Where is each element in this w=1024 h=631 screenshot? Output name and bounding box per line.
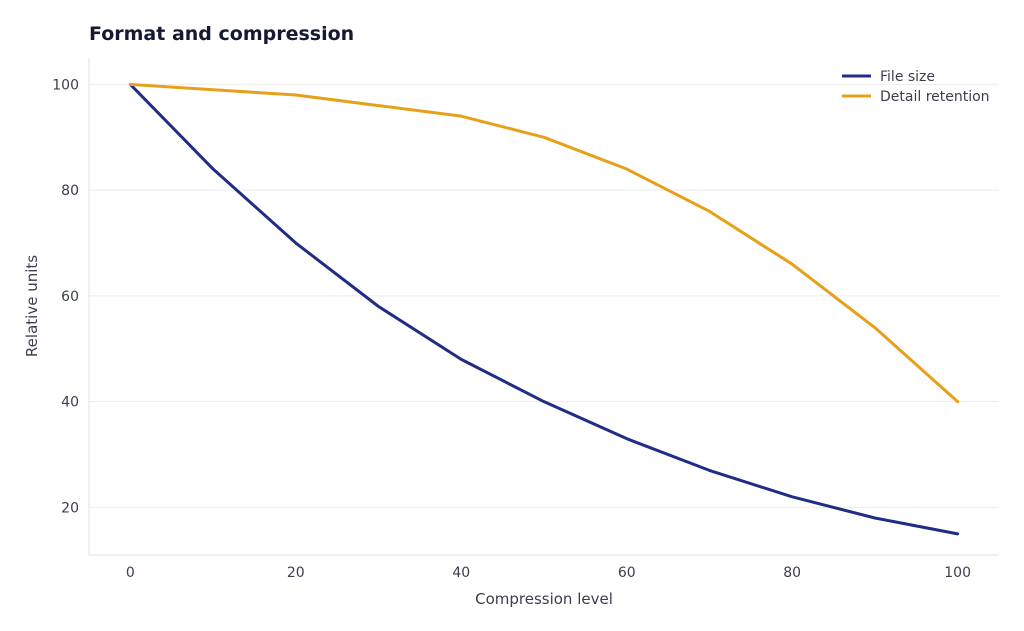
chart-title: Format and compression: [89, 23, 354, 45]
x-tick-label: 60: [618, 565, 636, 581]
series-line-1: [128, 82, 960, 404]
x-tick-label: 0: [126, 565, 135, 581]
series-lines: [128, 82, 960, 536]
y-tick-label: 20: [61, 500, 79, 516]
grid: [89, 83, 999, 508]
y-tick-label: 80: [61, 183, 79, 199]
y-tick-labels: 20 40 60 80 100: [52, 77, 79, 516]
y-tick-label: 100: [52, 77, 79, 93]
x-tick-label: 20: [287, 565, 305, 581]
x-axis-label: Compression level: [475, 590, 613, 608]
y-tick-label: 60: [61, 289, 79, 305]
x-tick-labels: 0 20 40 60 80 100: [126, 565, 971, 581]
legend-label: File size: [880, 69, 935, 85]
legend: File size Detail retention: [842, 69, 990, 105]
y-axis-label: Relative units: [23, 255, 41, 357]
x-tick-label: 80: [783, 565, 801, 581]
x-tick-label: 100: [944, 565, 971, 581]
x-tick-label: 40: [452, 565, 470, 581]
series-line-0: [128, 82, 960, 536]
legend-label: Detail retention: [880, 89, 990, 105]
y-tick-label: 40: [61, 395, 79, 411]
